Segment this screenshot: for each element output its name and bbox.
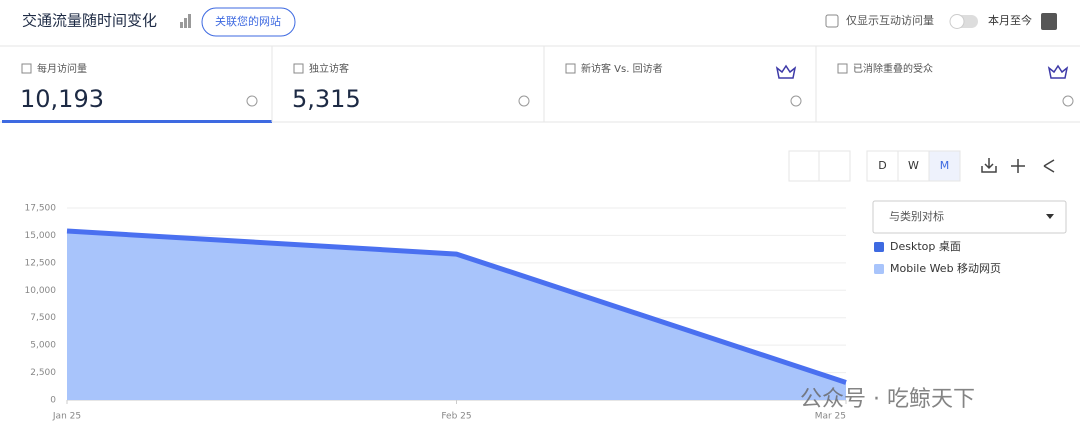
area (67, 231, 846, 400)
crown-icon (1047, 64, 1069, 79)
x-tick-label: Mar 25 (815, 412, 846, 422)
line-view[interactable] (818, 150, 851, 182)
metric-label: 独立访客 (309, 62, 349, 75)
y-tick-label: 5,000 (30, 341, 56, 351)
legend-box[interactable] (874, 264, 884, 274)
granularity-label: W (908, 159, 919, 172)
checkbox[interactable] (825, 14, 839, 28)
connect-button[interactable] (201, 7, 296, 37)
line (66, 228, 847, 385)
period: 本月至今 (988, 13, 1032, 27)
bar-view[interactable] (788, 150, 820, 182)
chart-icon (180, 14, 191, 28)
download-icon[interactable] (981, 158, 997, 173)
legend-label: Mobile Web 移动网页 (890, 262, 1001, 275)
y-tick-label: 7,500 (30, 313, 56, 323)
granularity-label: M (940, 159, 950, 172)
connect-text: 关联您的网站 (215, 14, 281, 28)
active-tab (2, 120, 272, 123)
benchmark-text: 与类别对标 (889, 209, 944, 223)
metric-value: 5,315 (292, 85, 361, 113)
x-tick-label: Jan 25 (52, 412, 81, 422)
share-icon[interactable] (1043, 159, 1055, 173)
y-tick-label: 17,500 (25, 204, 57, 214)
info-icon (518, 95, 530, 107)
checkbox-label: 仅显示互动访问量 (846, 14, 934, 27)
info-icon (790, 95, 802, 107)
metric-label: 新访客 Vs. 回访者 (581, 62, 663, 75)
granularity-button[interactable] (866, 150, 899, 182)
info-icon (1062, 95, 1074, 107)
granularity-button[interactable] (928, 150, 961, 182)
y-tick-label: 10,000 (25, 286, 57, 296)
metric-icon (837, 63, 848, 74)
x-tick-label: Feb 25 (441, 412, 471, 422)
legend-box[interactable] (874, 242, 884, 252)
metric-label: 已消除重叠的受众 (853, 62, 933, 75)
metric-icon (293, 63, 304, 74)
title: 交通流量随时间变化 (22, 12, 157, 30)
y-tick-label: 12,500 (25, 258, 57, 268)
y-tick-label: 0 (50, 396, 56, 406)
legend-label: Desktop 桌面 (890, 240, 961, 253)
granularity-label: D (878, 159, 886, 172)
toggle-knob (949, 14, 965, 29)
y-tick-label: 15,000 (25, 231, 57, 241)
metric-icon (565, 63, 576, 74)
metric-label: 每月访问量 (37, 62, 87, 75)
y-tick-label: 2,500 (30, 368, 56, 378)
dropdown-arrow (1046, 214, 1054, 219)
info-icon (246, 95, 258, 107)
watermark: 公众号 · 吃鲸天下 (800, 387, 975, 412)
benchmark-dropdown[interactable] (872, 200, 1067, 234)
metric-icon (21, 63, 32, 74)
crown-icon (775, 64, 797, 79)
metric-value: 10,193 (20, 85, 104, 113)
add-icon[interactable] (1011, 159, 1025, 173)
excel-icon[interactable] (1041, 13, 1057, 30)
